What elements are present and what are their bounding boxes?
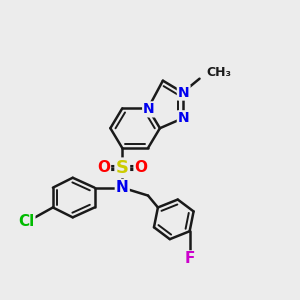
Text: F: F <box>184 251 195 266</box>
Text: O: O <box>135 160 148 175</box>
Text: S: S <box>116 159 129 177</box>
Text: N: N <box>178 111 190 125</box>
Text: N: N <box>143 102 155 116</box>
Text: N: N <box>116 180 129 195</box>
Text: Cl: Cl <box>18 214 34 229</box>
Text: O: O <box>97 160 110 175</box>
Text: CH₃: CH₃ <box>206 66 232 79</box>
Text: N: N <box>178 85 190 100</box>
